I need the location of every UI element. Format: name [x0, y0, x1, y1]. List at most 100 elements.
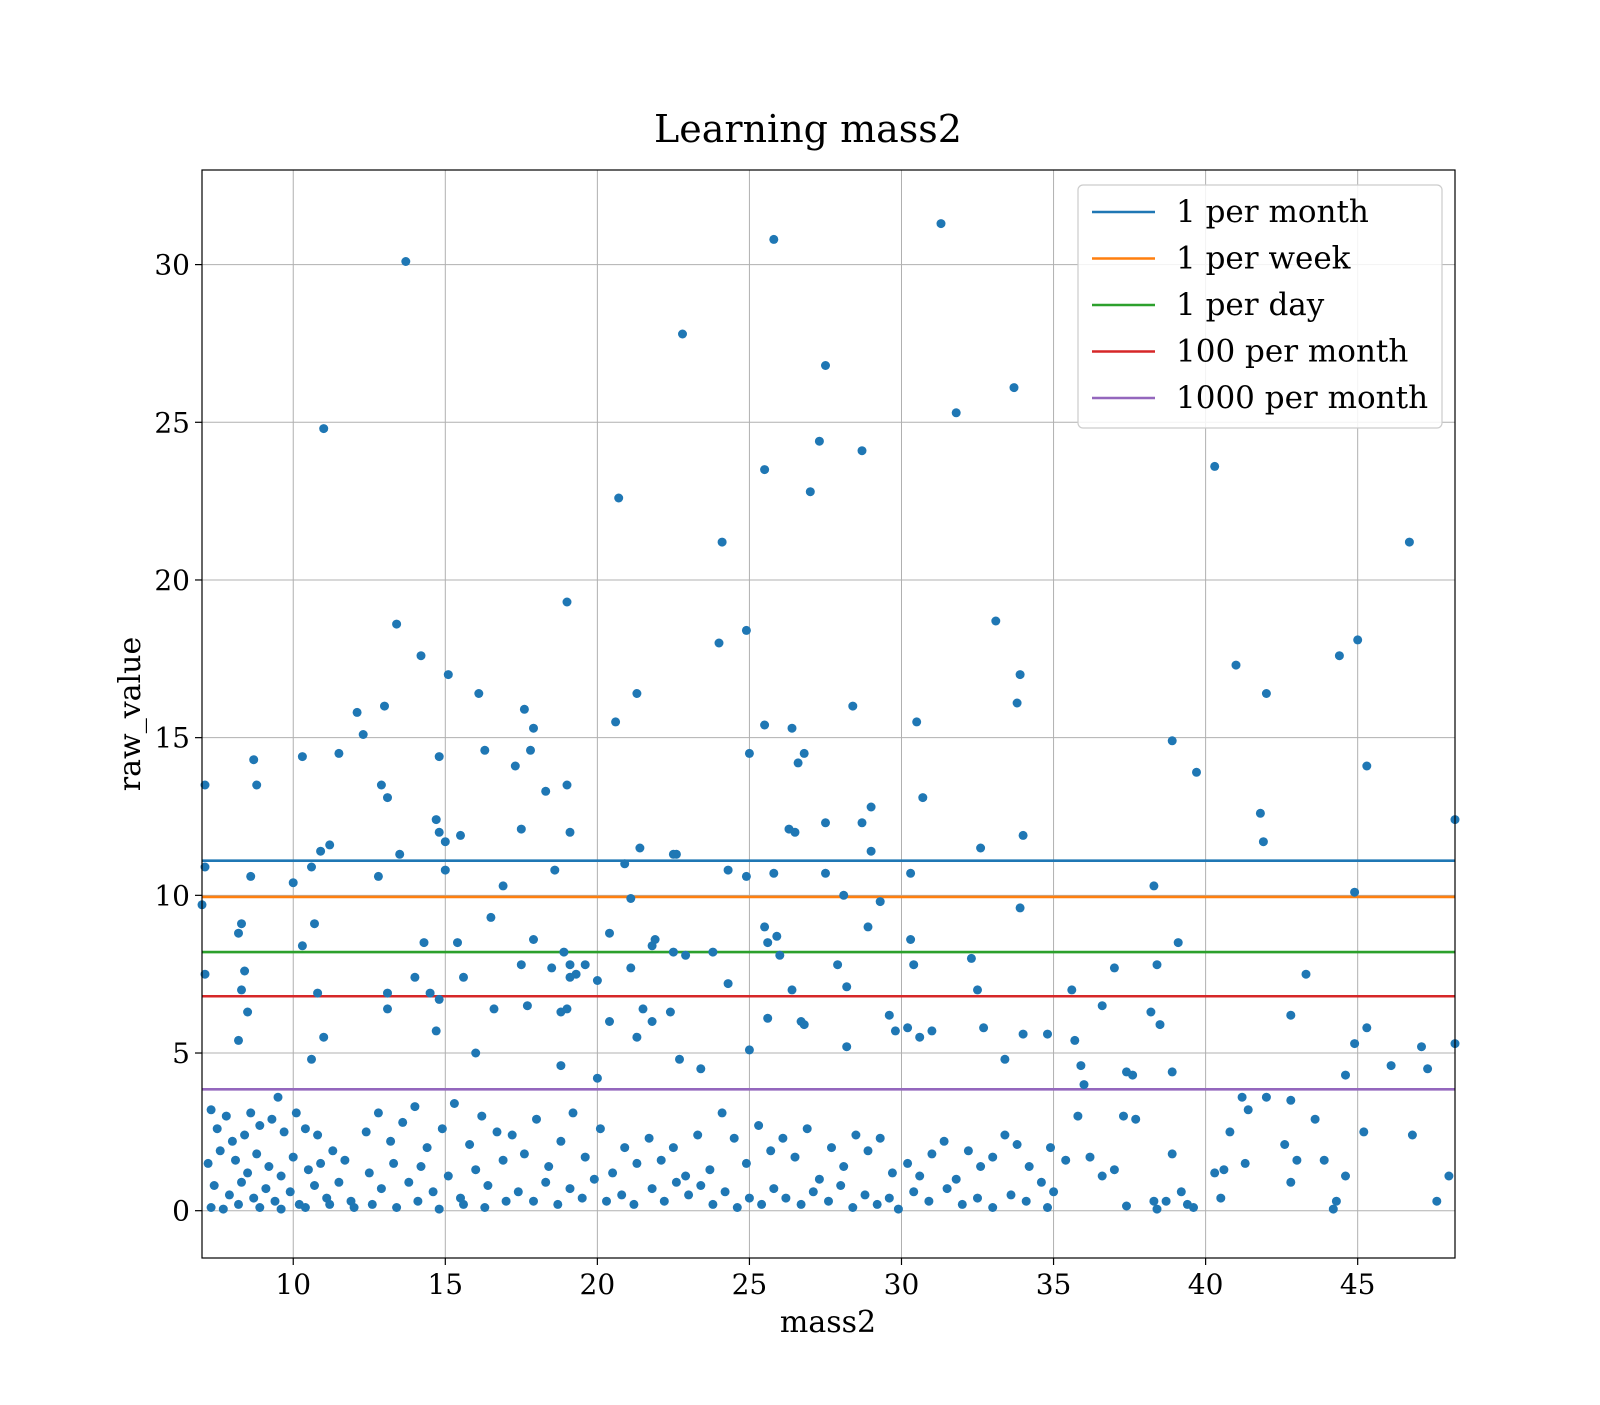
data-point	[246, 871, 256, 881]
data-point	[276, 1204, 286, 1214]
data-point	[671, 1177, 681, 1187]
data-point	[912, 717, 922, 727]
data-point	[927, 1149, 937, 1159]
data-point	[775, 950, 785, 960]
data-point	[884, 1193, 894, 1203]
data-point	[906, 868, 916, 878]
data-point	[562, 597, 572, 607]
data-point	[1407, 1130, 1417, 1140]
data-point	[550, 865, 560, 875]
data-point	[887, 1168, 897, 1178]
data-point	[973, 1193, 982, 1203]
data-point	[760, 720, 770, 730]
data-point	[264, 1162, 274, 1171]
data-point	[529, 1196, 538, 1206]
data-point	[240, 1130, 250, 1140]
data-point	[1225, 1127, 1235, 1137]
data-point	[708, 1199, 718, 1209]
data-point	[1328, 1204, 1338, 1214]
data-point	[1261, 689, 1271, 698]
legend-label: 100 per month	[1176, 334, 1408, 370]
data-point	[221, 1111, 231, 1121]
data-point	[206, 1203, 216, 1212]
data-point	[1167, 1067, 1177, 1077]
data-point	[273, 1092, 283, 1102]
data-point	[556, 1136, 566, 1146]
data-point	[659, 1196, 669, 1206]
data-point	[1210, 1168, 1220, 1178]
data-point	[413, 1196, 423, 1206]
data-point	[769, 234, 779, 244]
data-point	[866, 802, 876, 812]
data-point	[857, 818, 867, 828]
data-point	[218, 1204, 228, 1214]
data-point	[814, 436, 824, 446]
y-tick-label: 25	[154, 406, 190, 439]
legend-label: 1000 per month	[1176, 380, 1428, 416]
data-point	[668, 947, 678, 957]
data-point	[836, 1181, 846, 1190]
data-point	[903, 1158, 913, 1168]
data-point	[741, 871, 751, 881]
data-point	[477, 1111, 487, 1121]
data-point	[629, 1199, 639, 1209]
data-point	[1073, 1111, 1083, 1121]
data-point	[842, 982, 852, 992]
data-point	[872, 1199, 882, 1209]
data-point	[401, 257, 411, 266]
data-point	[602, 1196, 611, 1206]
data-point	[684, 1190, 694, 1200]
data-point	[243, 1168, 253, 1178]
data-point	[741, 625, 751, 635]
data-point	[440, 865, 450, 875]
data-point	[787, 985, 797, 995]
data-point	[705, 1165, 715, 1175]
data-point	[1149, 881, 1159, 891]
data-point	[1362, 761, 1372, 771]
data-point	[376, 1184, 386, 1194]
data-point	[1258, 837, 1268, 847]
data-point	[760, 922, 770, 932]
data-point	[1167, 736, 1177, 746]
data-point	[340, 1155, 350, 1165]
data-point	[1261, 1092, 1271, 1102]
data-point	[903, 1023, 913, 1033]
data-point	[763, 1013, 773, 1023]
data-point	[1049, 1187, 1059, 1197]
data-point	[1024, 1162, 1034, 1171]
data-point	[620, 859, 630, 869]
x-axis-label: mass2	[780, 1305, 876, 1340]
data-point	[979, 1023, 989, 1033]
data-point	[605, 928, 614, 938]
data-point	[285, 1187, 295, 1197]
data-point	[486, 912, 496, 922]
data-point	[1280, 1140, 1290, 1149]
data-point	[334, 748, 344, 758]
data-point	[1109, 963, 1119, 973]
data-point	[693, 1130, 703, 1140]
data-point	[352, 707, 362, 717]
data-point	[1036, 1177, 1046, 1187]
y-tick-label: 10	[154, 879, 190, 912]
data-point	[398, 1117, 408, 1127]
data-point	[1423, 1064, 1433, 1074]
data-point	[431, 815, 441, 825]
data-point	[410, 972, 420, 982]
data-point	[890, 1026, 900, 1036]
data-point	[915, 1171, 925, 1181]
data-point	[632, 1158, 642, 1168]
data-point	[860, 1190, 870, 1200]
data-point	[744, 1045, 754, 1055]
chart-title: Learning mass2	[654, 107, 962, 151]
data-point	[647, 1017, 657, 1026]
data-point	[471, 1165, 481, 1175]
x-tick-label: 10	[275, 1268, 311, 1301]
data-point	[976, 843, 986, 853]
data-point	[480, 745, 490, 755]
data-point	[1417, 1042, 1426, 1052]
y-tick-label: 15	[154, 722, 190, 755]
data-point	[255, 1121, 265, 1130]
data-point	[474, 689, 484, 698]
data-point	[307, 862, 316, 872]
data-point	[1444, 1171, 1454, 1181]
